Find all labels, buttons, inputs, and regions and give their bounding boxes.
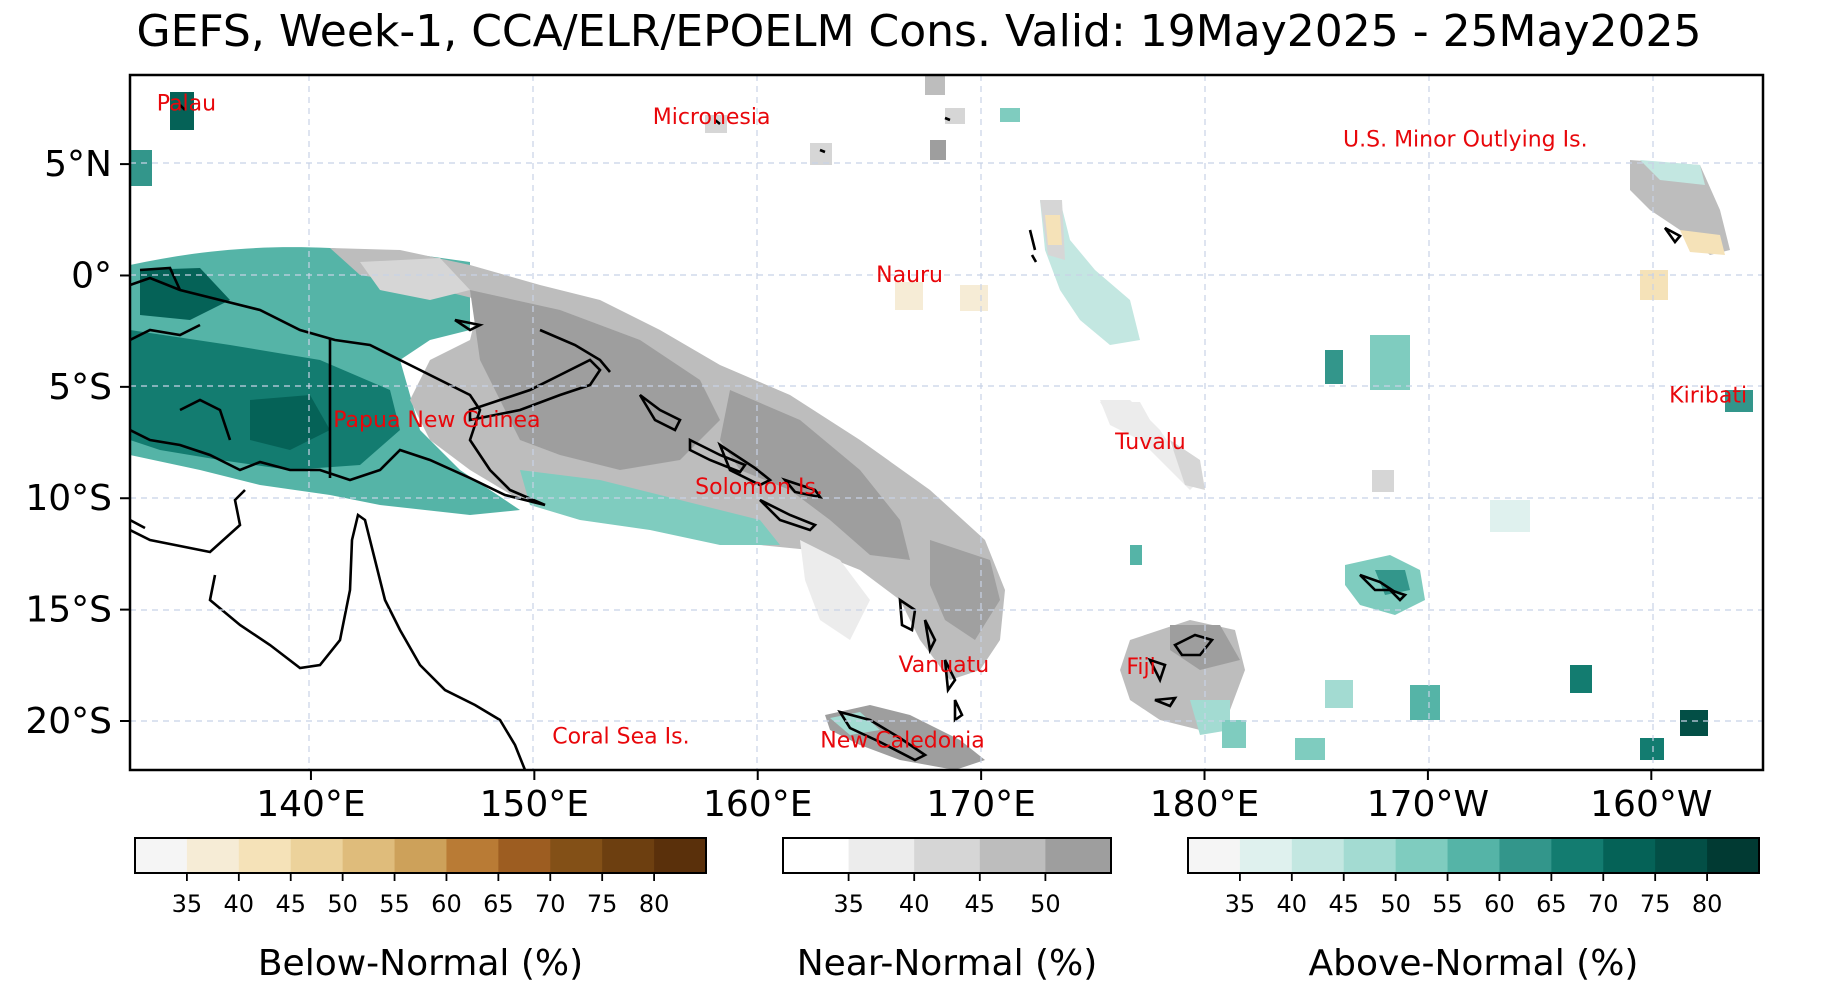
x-tick-label: 140°E <box>256 784 365 825</box>
colorbar-3: 35 40 45 50 55 60 65 70 75 80 Above-Normal (%) <box>1187 837 1760 984</box>
y-tick-label: 15°S <box>25 590 112 631</box>
x-tick-label: 160°W <box>1590 784 1712 825</box>
region-label: New Caledonia <box>820 729 984 754</box>
colorbar-tick-label: 75 <box>1640 890 1671 918</box>
colorbar-tick-label: 35 <box>172 890 203 918</box>
colorbar-swatch <box>848 838 915 873</box>
colorbar-tick-label: 55 <box>1432 890 1463 918</box>
colorbar-swatch <box>914 838 981 873</box>
region-label: Solomon Is. <box>695 475 823 500</box>
region-label: Tuvalu <box>1114 430 1186 455</box>
colorbar-tick-label: 45 <box>275 890 306 918</box>
colorbar-frame <box>782 837 1112 874</box>
colorbar-1: 35 40 45 50 55 60 65 70 75 80 Below-Normal (%) <box>134 837 707 984</box>
colorbar-tick-label: 35 <box>1225 890 1256 918</box>
colorbar-tick-label: 40 <box>899 890 930 918</box>
y-tick-label: 20°S <box>25 701 112 742</box>
colorbar-swatch <box>1045 838 1112 873</box>
x-tick-label: 170°W <box>1367 784 1489 825</box>
y-tick-label: 5°N <box>44 144 112 185</box>
coastlines <box>130 104 1683 770</box>
colorbar-tick-label: 45 <box>965 890 996 918</box>
colorbar-tick-label: 60 <box>1484 890 1515 918</box>
colorbar-title: Above-Normal (%) <box>1309 943 1639 984</box>
region-label: Kiribati <box>1669 383 1747 408</box>
region-label: U.S. Minor Outlying Is. <box>1343 127 1588 152</box>
colorbar-tick-label: 45 <box>1328 890 1359 918</box>
colorbar-swatch <box>1291 838 1345 873</box>
colorbar-tick-label: 70 <box>1588 890 1619 918</box>
region-label: Palau <box>157 92 216 117</box>
colorbar-tick-label: 50 <box>1380 890 1411 918</box>
colorbar-swatch <box>1499 838 1552 873</box>
y-tick-label: 10°S <box>25 478 112 519</box>
colorbar-swatch <box>135 838 188 873</box>
colorbar-swatch <box>186 838 240 873</box>
colorbar-swatch <box>1603 838 1656 873</box>
region-label: Coral Sea Is. <box>552 724 689 749</box>
colorbar-tick-label: 80 <box>1692 890 1723 918</box>
colorbar-tick-label: 65 <box>483 890 514 918</box>
colorbar-swatch <box>979 838 1046 873</box>
colorbar-tick-label: 75 <box>587 890 618 918</box>
colorbar-tick-label: 70 <box>535 890 566 918</box>
colorbar-swatch <box>342 838 396 873</box>
colorbar-swatch <box>1188 838 1241 873</box>
gridlines <box>130 75 1763 770</box>
x-tick-label: 150°E <box>480 784 589 825</box>
colorbar-swatch <box>1707 838 1760 873</box>
colorbar-swatch <box>654 838 707 873</box>
region-label: Vanuatu <box>898 653 989 678</box>
colorbar-swatch <box>1395 838 1449 873</box>
colorbar-swatch <box>290 838 344 873</box>
colorbar-tick-label: 65 <box>1536 890 1567 918</box>
y-tick-label: 0° <box>71 255 112 296</box>
y-tick-label: 5°S <box>48 367 112 408</box>
colorbar-frame <box>1187 837 1760 874</box>
colorbar-tick-label: 80 <box>639 890 670 918</box>
colorbar-tick-label: 35 <box>833 890 864 918</box>
colorbar-frame <box>134 837 707 874</box>
region-label: Papua New Guinea <box>333 408 540 433</box>
colorbar-swatch <box>1239 838 1293 873</box>
colorbar-title: Below-Normal (%) <box>258 943 583 984</box>
colorbar-tick-label: 50 <box>327 890 358 918</box>
probability-shading <box>130 75 1753 770</box>
colorbar-title: Near-Normal (%) <box>797 943 1098 984</box>
region-label: Nauru <box>876 263 943 288</box>
region-label: Fiji <box>1126 655 1155 680</box>
x-tick-label: 170°E <box>926 784 1035 825</box>
colorbar-swatch <box>1447 838 1500 873</box>
colorbar-swatch <box>783 838 850 873</box>
colorbar-swatch <box>1551 838 1604 873</box>
colorbar-swatch <box>1343 838 1397 873</box>
x-tick-label: 160°E <box>703 784 812 825</box>
map-frame <box>128 73 1765 772</box>
colorbar-swatch <box>602 838 655 873</box>
colorbar-tick-label: 55 <box>379 890 410 918</box>
colorbar-2: 35 40 45 50 Near-Normal (%) <box>782 837 1112 984</box>
colorbar-tick-label: 50 <box>1030 890 1061 918</box>
colorbar-swatch <box>498 838 551 873</box>
colorbar-swatch <box>394 838 447 873</box>
map-title: GEFS, Week-1, CCA/ELR/EPOELM Cons. Valid… <box>136 6 1702 57</box>
colorbar-tick-label: 60 <box>431 890 462 918</box>
x-tick-label: 180°E <box>1150 784 1259 825</box>
colorbar-tick-label: 40 <box>1277 890 1308 918</box>
region-label: Micronesia <box>653 105 771 130</box>
colorbar-swatch <box>238 838 292 873</box>
colorbar-tick-label: 40 <box>224 890 255 918</box>
colorbar-swatch <box>1655 838 1708 873</box>
colorbar-swatch <box>550 838 603 873</box>
colorbar-swatch <box>446 838 499 873</box>
